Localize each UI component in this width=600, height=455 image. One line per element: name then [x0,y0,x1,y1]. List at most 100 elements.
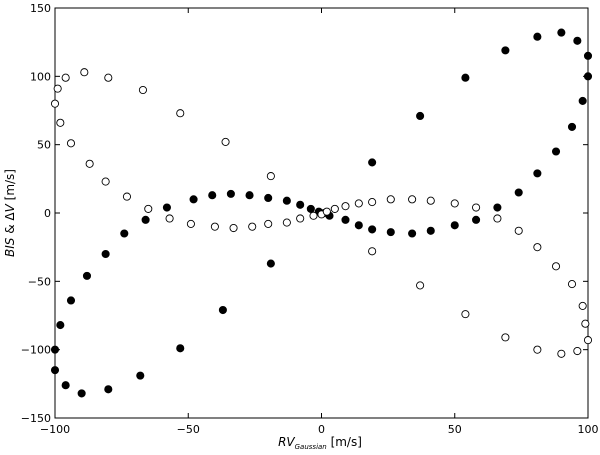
data-point-filled [306,204,315,213]
data-point-filled [282,196,291,205]
data-point-open [581,319,590,328]
data-point-filled [578,96,587,105]
data-point-filled [416,111,425,121]
data-point-open [56,118,65,127]
data-point-open [514,226,523,235]
x-tick-label: 50 [448,423,462,436]
data-point-filled [245,191,254,200]
data-point-filled [296,200,305,209]
data-point-filled [354,221,363,230]
data-point-filled [426,226,435,235]
data-point-open [573,346,582,356]
data-point-open [450,199,459,208]
data-point-open [493,214,502,223]
data-point-open [53,84,62,93]
data-point-open [210,222,219,231]
y-tick-label: 150 [30,2,51,15]
data-point-filled [514,188,523,197]
y-tick-label: −100 [21,344,51,357]
data-point-open [368,247,377,256]
data-point-filled [162,203,171,212]
data-point-open [557,349,566,358]
data-point-filled [386,228,395,237]
data-point-open [309,211,318,220]
data-point-open [282,218,291,227]
data-point-filled [472,215,481,224]
data-point-filled [104,385,113,394]
data-point-filled [583,51,593,60]
data-point-filled [567,122,577,131]
data-point-filled [557,28,566,37]
data-point-filled [61,381,70,390]
y-axis-label: BIS & ΔV [m/s] [3,169,17,257]
data-point-open [165,214,174,223]
data-point-open [567,280,577,289]
data-point-filled [141,215,150,224]
y-tick-label: −150 [21,412,51,425]
data-point-filled [501,46,510,55]
data-point-open [80,68,89,77]
data-point-filled [56,321,65,330]
data-point-open [426,196,435,205]
data-point-filled [493,203,502,212]
data-point-open [368,198,377,207]
data-point-filled [176,344,185,353]
data-point-open [176,109,185,118]
y-tick-label: 50 [37,139,51,152]
data-point-filled [461,73,470,82]
data-point-open [578,301,587,310]
data-point-filled [573,36,582,45]
data-point-filled [82,271,92,280]
data-point-open [341,202,350,211]
data-point-open [101,177,110,186]
data-point-open [50,99,60,108]
data-point-open [330,204,339,213]
data-point-open [386,195,395,204]
data-point-open [264,219,273,228]
data-point-filled [226,189,235,198]
x-axis-label: RVGaussian [m/s] [278,435,362,451]
data-point-filled [551,147,561,156]
data-point-open [533,345,542,354]
data-point-open [416,281,425,290]
data-point-open [248,222,257,231]
data-point-open [461,310,470,319]
data-point-open [354,199,363,208]
data-point-filled [101,249,110,259]
y-tick-label: 0 [44,207,51,220]
x-tick-label: −100 [40,423,70,436]
data-point-filled [136,371,145,380]
data-point-open [408,195,417,204]
data-point-open [501,333,510,342]
data-point-filled [368,225,377,234]
data-point-open [66,139,76,148]
data-point-open [296,214,305,223]
y-tick-label: 100 [30,70,51,83]
data-point-open [322,207,331,216]
data-point-open [138,85,147,95]
data-point-open [533,243,542,252]
x-tick-label: 100 [578,423,599,436]
data-point-open [229,223,238,233]
data-point-filled [189,195,198,204]
data-point-filled [266,259,275,268]
data-point-filled [208,191,217,200]
data-point-open [472,203,481,212]
data-point-open [144,204,153,213]
x-tick-label: −50 [177,423,200,436]
data-point-filled [66,296,76,305]
data-point-open [122,192,132,201]
y-tick-label: −50 [28,275,51,288]
data-point-filled [368,158,377,167]
data-point-open [104,73,113,82]
data-point-filled [533,169,542,178]
data-point-filled [450,221,459,230]
data-point-filled [533,32,542,41]
data-point-filled [408,229,417,238]
data-point-filled [264,193,273,203]
data-point-open [61,73,70,82]
data-point-filled [77,389,86,398]
x-tick-label: 0 [318,423,325,436]
